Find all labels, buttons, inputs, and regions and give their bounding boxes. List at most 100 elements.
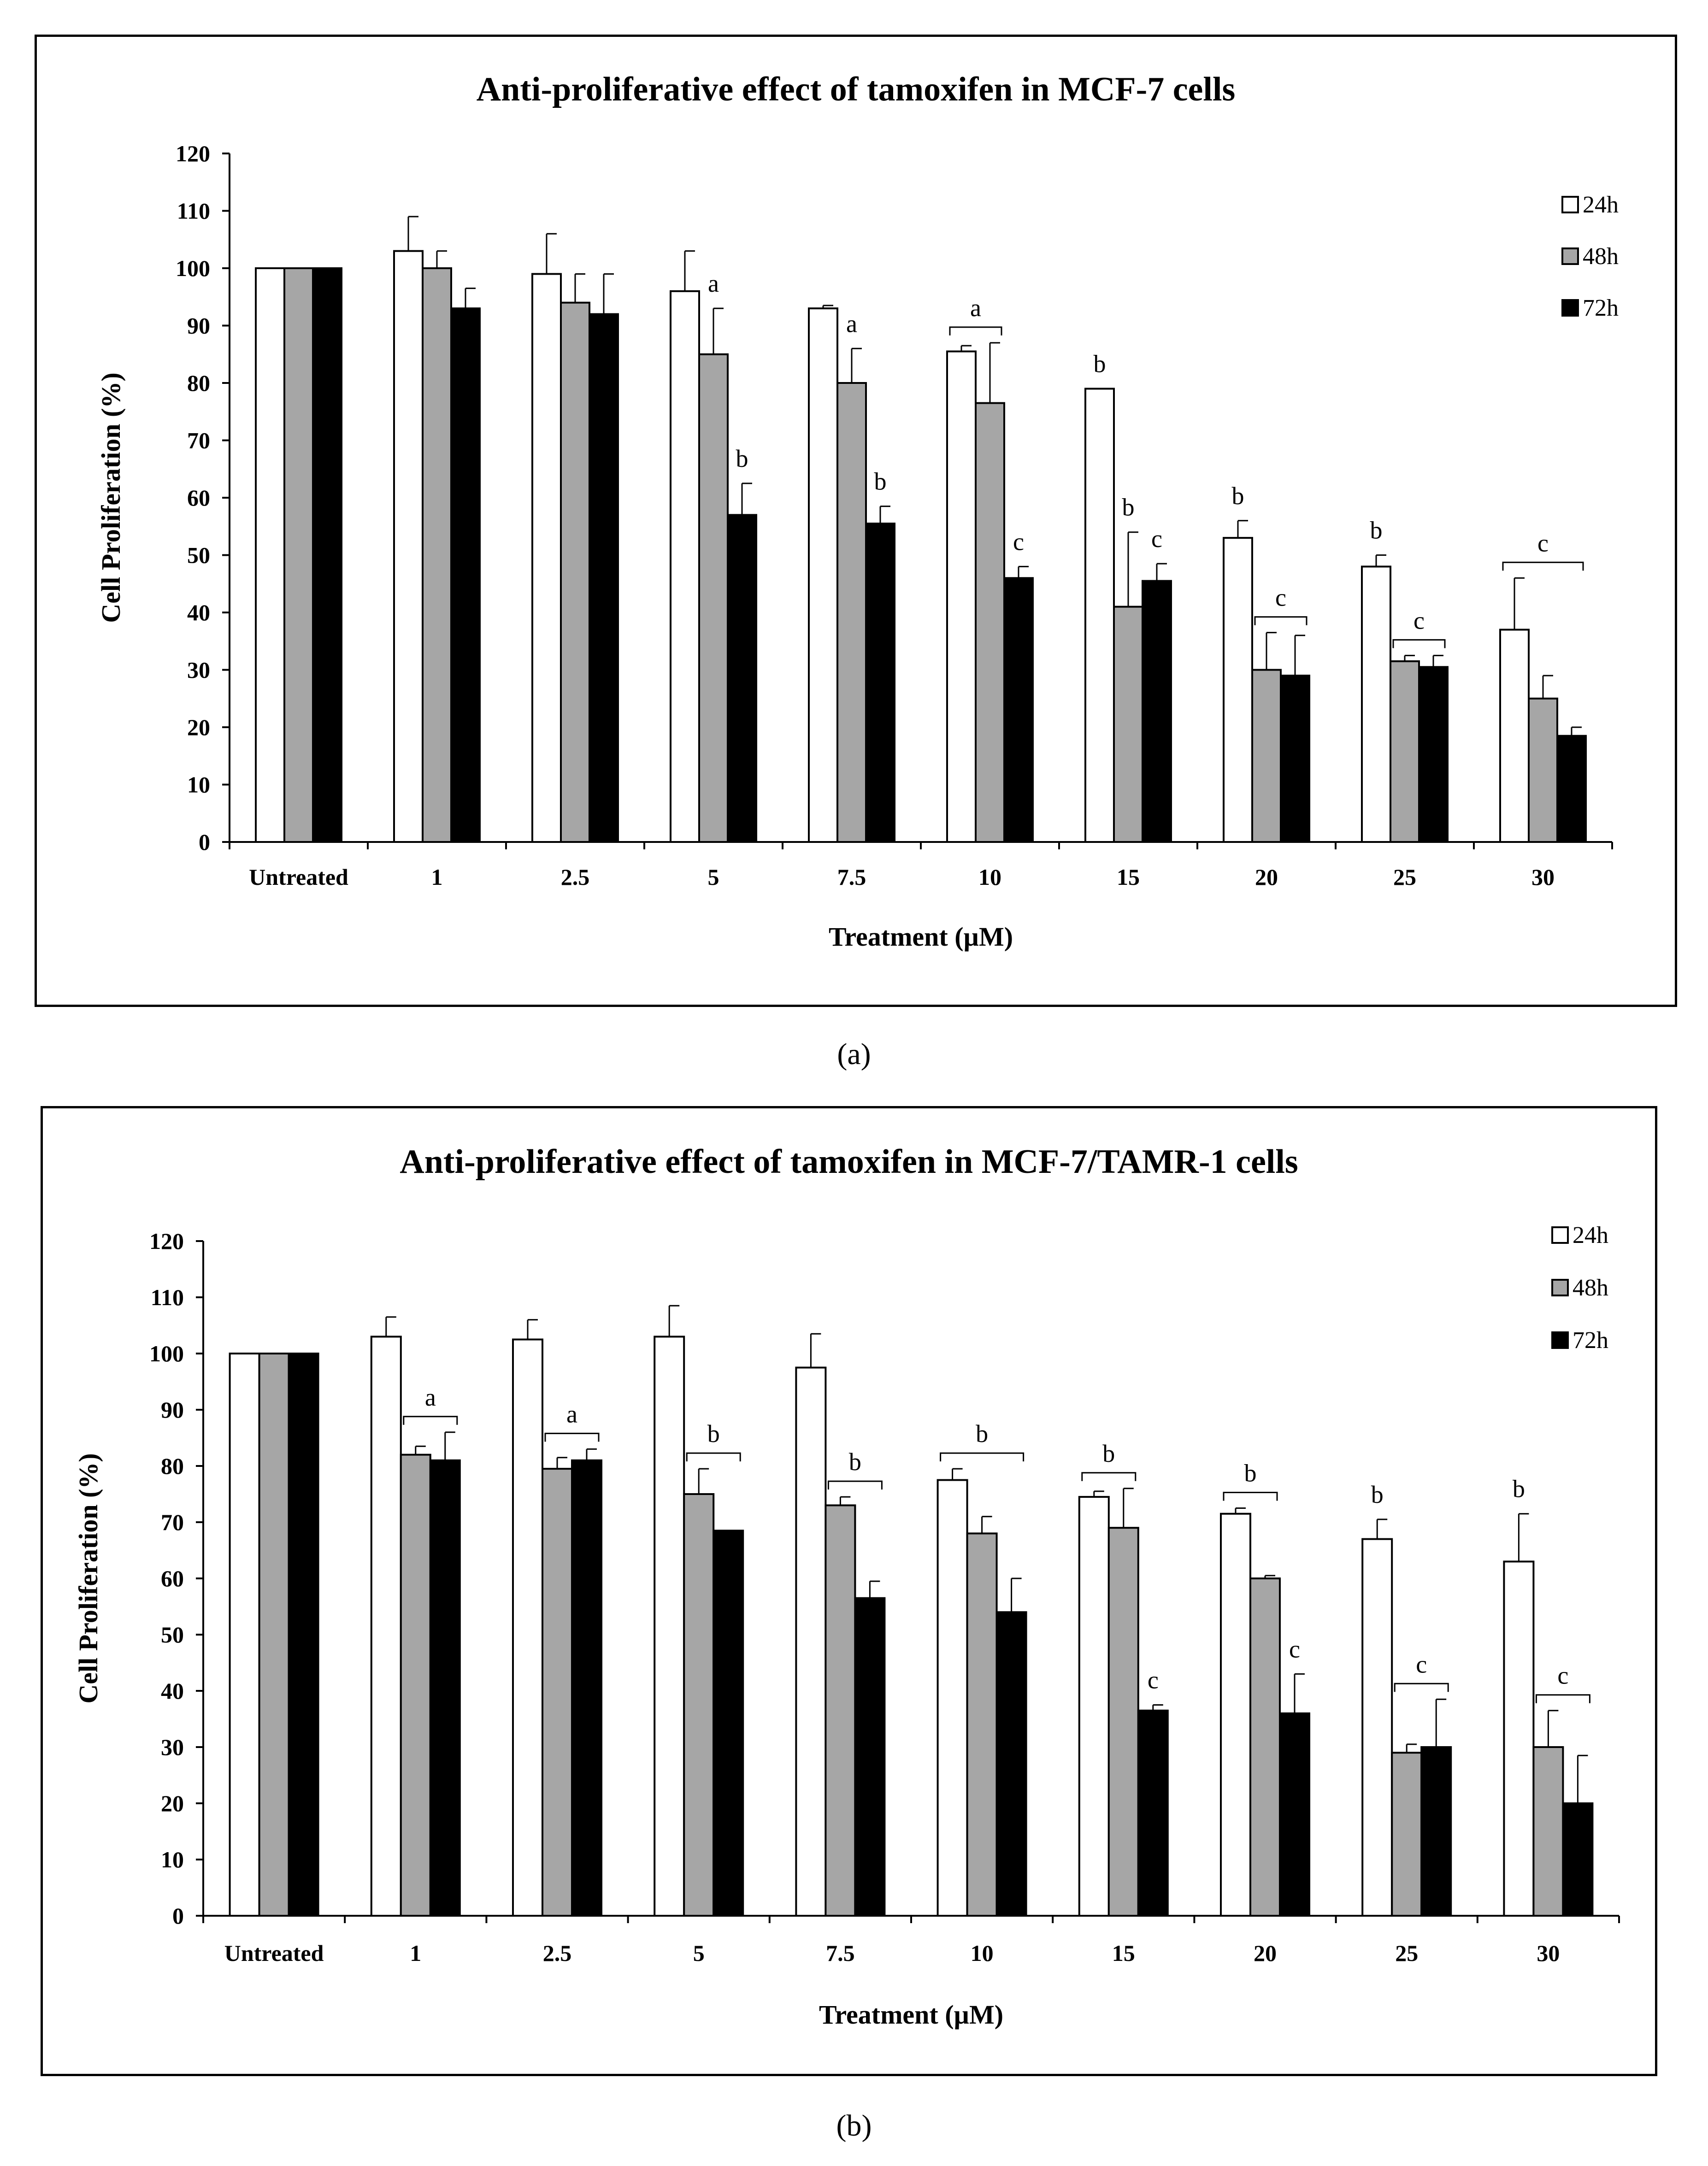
bar-48h-15 xyxy=(1107,1527,1139,1917)
bar-48h-25 xyxy=(1391,1752,1423,1917)
significance-bracket xyxy=(1392,639,1446,648)
significance-bracket xyxy=(1394,1683,1449,1692)
bar-48h-15 xyxy=(1113,606,1143,843)
bar-48h-1 xyxy=(422,267,452,843)
significance-label: a xyxy=(425,1383,436,1411)
y-tick-label: 20 xyxy=(187,714,210,740)
significance-label: c xyxy=(1416,1650,1427,1678)
bar-72h-2.5 xyxy=(571,1459,602,1917)
x-axis-label: Treatment (µM) xyxy=(819,2000,1003,2030)
bar-24h-10 xyxy=(936,1479,968,1917)
y-tick-label: 120 xyxy=(176,141,210,166)
y-tick-label: 10 xyxy=(187,772,210,798)
legend-label-24h: 24h xyxy=(1583,192,1619,218)
significance-label: b xyxy=(874,468,887,495)
bar-24h-2.5 xyxy=(512,1338,543,1917)
significance-label: c xyxy=(1289,1635,1300,1663)
bar-72h-20 xyxy=(1280,674,1310,843)
bar-24h-2.5 xyxy=(531,273,562,843)
x-tick-label: 25 xyxy=(1395,1940,1418,1966)
bar-24h-7.5 xyxy=(795,1366,827,1917)
y-tick-label: 120 xyxy=(149,1228,184,1254)
chart-b: Anti-proliferative effect of tamoxifen i… xyxy=(73,1143,1620,2030)
legend-swatch-24h xyxy=(1561,196,1579,213)
bar-48h-30 xyxy=(1532,1746,1564,1917)
significance-bracket xyxy=(686,1452,741,1462)
significance-label: a xyxy=(970,294,981,322)
bar-24h-15 xyxy=(1078,1496,1110,1917)
bar-72h-20 xyxy=(1279,1712,1310,1917)
significance-bracket xyxy=(544,1432,600,1442)
significance-label: c xyxy=(1275,584,1286,612)
x-tick-label: 10 xyxy=(971,1940,994,1966)
x-axis-label: Treatment (µM) xyxy=(829,922,1013,952)
significance-label: b xyxy=(1370,517,1383,544)
x-tick-label: Untreated xyxy=(249,864,348,890)
bar-72h-1 xyxy=(429,1459,461,1917)
legend-swatch-48h xyxy=(1561,247,1579,265)
y-tick-label: 80 xyxy=(187,370,210,396)
legend-label-48h: 48h xyxy=(1583,243,1619,270)
bar-48h-10 xyxy=(966,1532,998,1917)
significance-label: c xyxy=(1537,529,1549,557)
y-tick-label: 10 xyxy=(161,1847,184,1872)
sublabel-a: (a) xyxy=(0,1037,1708,1072)
significance-bracket xyxy=(1502,561,1584,571)
significance-label: b xyxy=(1122,494,1135,521)
bar-48h-10 xyxy=(975,402,1005,843)
significance-label: b xyxy=(1513,1475,1525,1503)
y-tick-label: 40 xyxy=(161,1678,184,1704)
significance-label: b xyxy=(1244,1460,1257,1487)
significance-bracket xyxy=(1535,1694,1590,1703)
x-tick-label: 30 xyxy=(1531,864,1555,890)
bar-72h-30 xyxy=(1562,1802,1594,1917)
chart-a: Anti-proliferative effect of tamoxifen i… xyxy=(96,71,1619,952)
significance-bracket xyxy=(949,326,1002,335)
sublabel-a-text: (a) xyxy=(837,1037,871,1071)
y-tick-label: 110 xyxy=(177,198,210,224)
sublabel-b-text: (b) xyxy=(836,2109,872,2142)
bar-48h-Untreated xyxy=(258,1353,290,1917)
bar-24h-5 xyxy=(670,290,700,843)
bar-48h-5 xyxy=(698,353,729,843)
y-tick-label: 30 xyxy=(161,1734,184,1760)
bar-48h-5 xyxy=(683,1493,715,1917)
x-tick-label: 30 xyxy=(1537,1940,1560,1966)
x-tick-label: 1 xyxy=(431,864,443,890)
panel-a: Anti-proliferative effect of tamoxifen i… xyxy=(35,35,1677,1007)
significance-label: b xyxy=(1232,482,1244,510)
y-tick-label: 90 xyxy=(161,1397,184,1423)
bar-24h-Untreated xyxy=(255,267,285,843)
x-tick-label: 20 xyxy=(1255,864,1278,890)
bar-48h-20 xyxy=(1251,669,1282,843)
y-tick-label: 60 xyxy=(187,485,210,511)
significance-label: c xyxy=(1148,1666,1159,1694)
y-tick-label: 60 xyxy=(161,1566,184,1591)
bar-24h-1 xyxy=(370,1336,402,1917)
y-tick-label: 50 xyxy=(161,1622,184,1648)
bar-72h-7.5 xyxy=(865,523,895,843)
x-tick-label: 25 xyxy=(1393,864,1416,890)
legend-swatch-72h xyxy=(1561,299,1579,317)
significance-bracket xyxy=(827,1480,883,1490)
x-tick-label: 15 xyxy=(1112,1940,1135,1966)
significance-label: c xyxy=(1414,606,1425,634)
sublabel-b: (b) xyxy=(0,2108,1708,2143)
legend-label-24h: 24h xyxy=(1573,1222,1608,1248)
bar-72h-5 xyxy=(727,514,757,843)
bar-24h-25 xyxy=(1361,565,1391,843)
significance-bracket xyxy=(1081,1472,1137,1481)
panel-b: Anti-proliferative effect of tamoxifen i… xyxy=(41,1106,1657,2076)
bar-72h-15 xyxy=(1142,580,1172,843)
legend-label-72h: 72h xyxy=(1573,1327,1608,1354)
y-tick-label: 20 xyxy=(161,1790,184,1816)
significance-label: c xyxy=(1013,528,1024,555)
significance-label: b xyxy=(707,1420,720,1448)
bar-72h-5 xyxy=(713,1530,744,1917)
x-tick-label: 1 xyxy=(410,1940,421,1966)
x-tick-label: 10 xyxy=(978,864,1001,890)
y-tick-label: 80 xyxy=(161,1453,184,1479)
bar-24h-20 xyxy=(1220,1513,1251,1917)
y-tick-label: 30 xyxy=(187,657,210,683)
legend-swatch-72h xyxy=(1551,1331,1569,1349)
